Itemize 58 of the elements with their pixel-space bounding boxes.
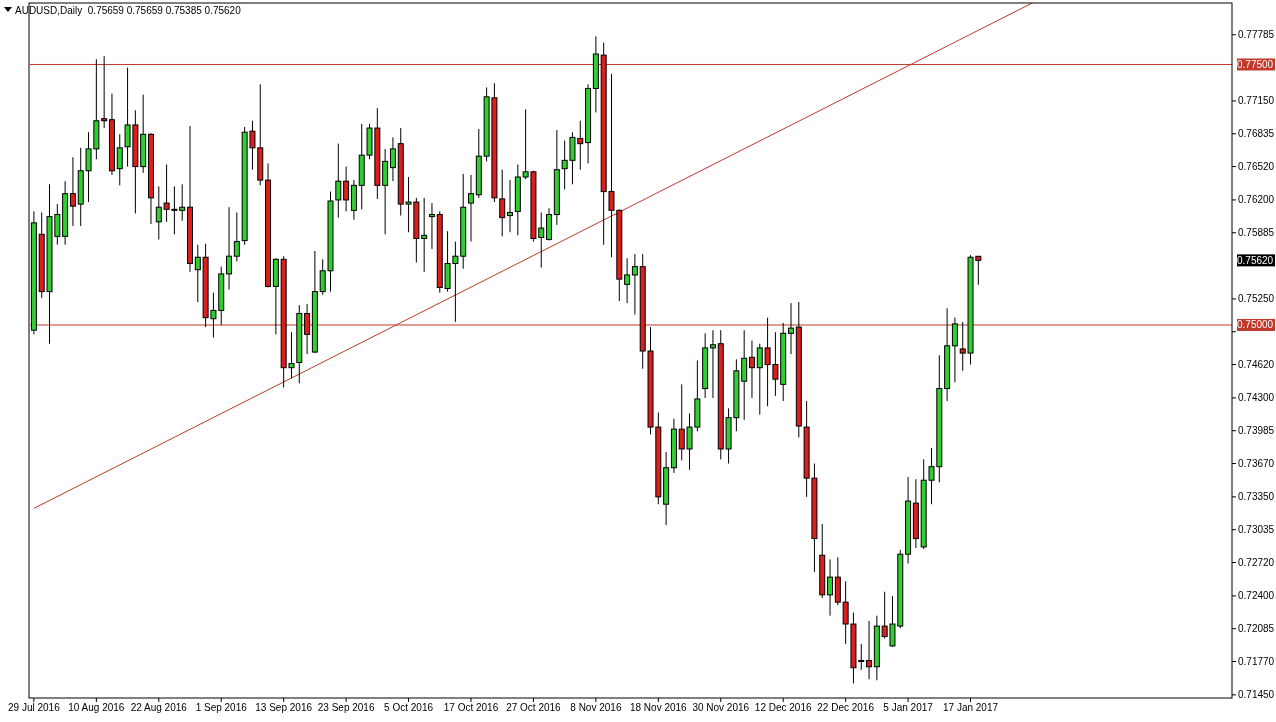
candlestick xyxy=(304,303,311,355)
candlestick xyxy=(866,620,873,680)
ref-line-label: 0.75000 xyxy=(1237,319,1274,331)
candlestick xyxy=(428,202,435,250)
y-tick-label: 0.73350 xyxy=(1238,491,1275,503)
candlestick xyxy=(226,206,233,291)
candlestick xyxy=(233,211,240,262)
y-tick-label: 0.72720 xyxy=(1238,557,1275,569)
candlestick xyxy=(827,558,834,617)
y-tick-label: 0.77785 xyxy=(1238,29,1275,41)
candlestick xyxy=(69,156,76,227)
x-tick-label: 8 Nov 2016 xyxy=(570,702,622,713)
y-tick-label: 0.72400 xyxy=(1238,590,1275,602)
candlestick xyxy=(116,133,123,186)
x-tick-label: 22 Aug 2016 xyxy=(130,702,188,713)
x-tick-label: 22 Dec 2016 xyxy=(817,702,875,713)
x-tick-label: 5 Oct 2016 xyxy=(384,702,434,713)
x-tick-label: 12 Dec 2016 xyxy=(754,702,812,713)
y-tick-label: 0.73670 xyxy=(1238,458,1275,470)
y-tick-label: 0.77150 xyxy=(1238,95,1275,107)
y-tick-label: 0.72085 xyxy=(1238,623,1275,635)
candlestick xyxy=(507,179,514,233)
candlestick xyxy=(389,136,396,182)
y-tick-label: 0.76200 xyxy=(1238,194,1275,206)
x-tick-label: 17 Oct 2016 xyxy=(443,702,499,713)
x-tick-label: 30 Nov 2016 xyxy=(692,702,750,713)
x-tick-label: 1 Sep 2016 xyxy=(195,702,248,713)
candlestick xyxy=(382,148,389,235)
y-tick-label: 0.74300 xyxy=(1238,392,1275,404)
x-tick-label: 18 Nov 2016 xyxy=(629,702,688,713)
x-tick-label: 13 Sep 2016 xyxy=(255,702,313,713)
y-tick-label: 0.71770 xyxy=(1238,656,1275,668)
y-tick-label: 0.75250 xyxy=(1238,293,1275,305)
y-tick-label: 0.75885 xyxy=(1238,227,1275,239)
x-tick-label: 23 Sep 2016 xyxy=(317,702,375,713)
y-tick-label: 0.76520 xyxy=(1238,161,1275,173)
y-tick-label: 0.73985 xyxy=(1238,425,1275,437)
y-tick-label: 0.73035 xyxy=(1238,524,1275,536)
candlestick xyxy=(467,174,474,243)
candlestick xyxy=(788,302,795,355)
y-tick-label: 0.71450 xyxy=(1238,689,1275,701)
text: 0.75620 xyxy=(1237,254,1274,266)
x-tick-label: 17 Jan 2017 xyxy=(942,702,999,713)
candlestick xyxy=(748,340,755,399)
candlestick xyxy=(951,317,958,383)
chart-title: AUDUSD,Daily 0.75659 0.75659 0.75385 0.75620 xyxy=(15,5,242,16)
candlestick xyxy=(101,55,108,129)
candlestick xyxy=(624,257,631,304)
candlestick xyxy=(343,166,350,212)
x-tick-label: 27 Oct 2016 xyxy=(506,702,562,713)
ref-line-label: 0.77500 xyxy=(1237,58,1274,70)
x-tick-label: 29 Jul 2016 xyxy=(8,702,61,713)
candlestick xyxy=(631,253,638,316)
y-tick-label: 0.76835 xyxy=(1238,128,1275,140)
x-tick-label: 5 Jan 2017 xyxy=(883,702,934,713)
x-tick-label: 10 Aug 2016 xyxy=(68,702,125,713)
candlestick xyxy=(709,329,716,399)
y-tick-label: 0.74620 xyxy=(1238,359,1275,371)
